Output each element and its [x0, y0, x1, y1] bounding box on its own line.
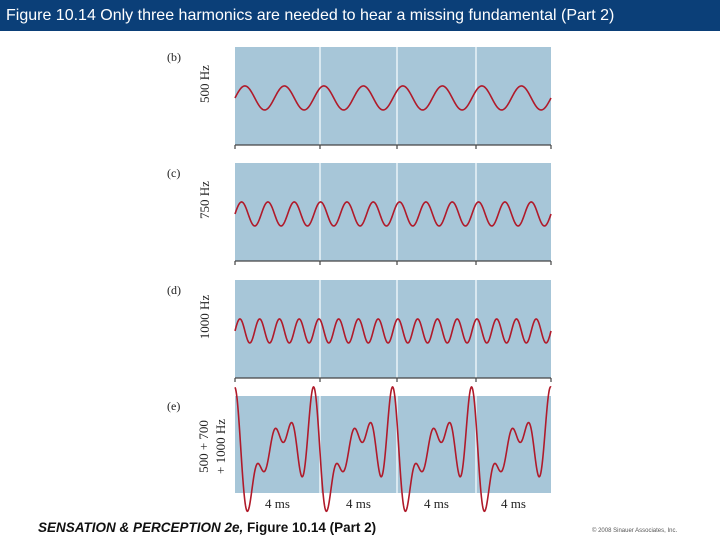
figure-caption: SENSATION & PERCEPTION 2e, Figure 10.14 … — [38, 520, 376, 535]
panel-letter: (e) — [167, 399, 180, 413]
panel-letter: (d) — [167, 283, 181, 297]
waveform-line — [234, 386, 552, 513]
copyright-notice: © 2008 Sinauer Associates, Inc. — [592, 528, 678, 534]
frequency-label: + 1000 Hz — [213, 419, 228, 474]
frequency-label: 750 Hz — [197, 181, 212, 219]
time-scale-label: 4 ms — [424, 496, 449, 511]
title-bar: Figure 10.14 Only three harmonics are ne… — [0, 0, 720, 31]
time-scale-label: 4 ms — [265, 496, 290, 511]
panel-letter: (b) — [167, 50, 181, 64]
frequency-label: 1000 Hz — [197, 295, 212, 340]
caption-book-title: SENSATION & PERCEPTION 2e, — [38, 520, 248, 535]
panel-background — [235, 47, 551, 145]
waveform-line — [234, 85, 552, 111]
panel-background — [235, 396, 551, 493]
frequency-label: 500 Hz — [197, 65, 212, 103]
waveform-line — [234, 201, 552, 227]
panel-letter: (c) — [167, 166, 180, 180]
caption-figure-number: Figure 10.14 (Part 2) — [247, 520, 377, 535]
waveform-line — [234, 318, 552, 344]
frequency-label: 500 + 700 — [196, 420, 211, 473]
time-scale-label: 4 ms — [501, 496, 526, 511]
time-scale-label: 4 ms — [346, 496, 371, 511]
